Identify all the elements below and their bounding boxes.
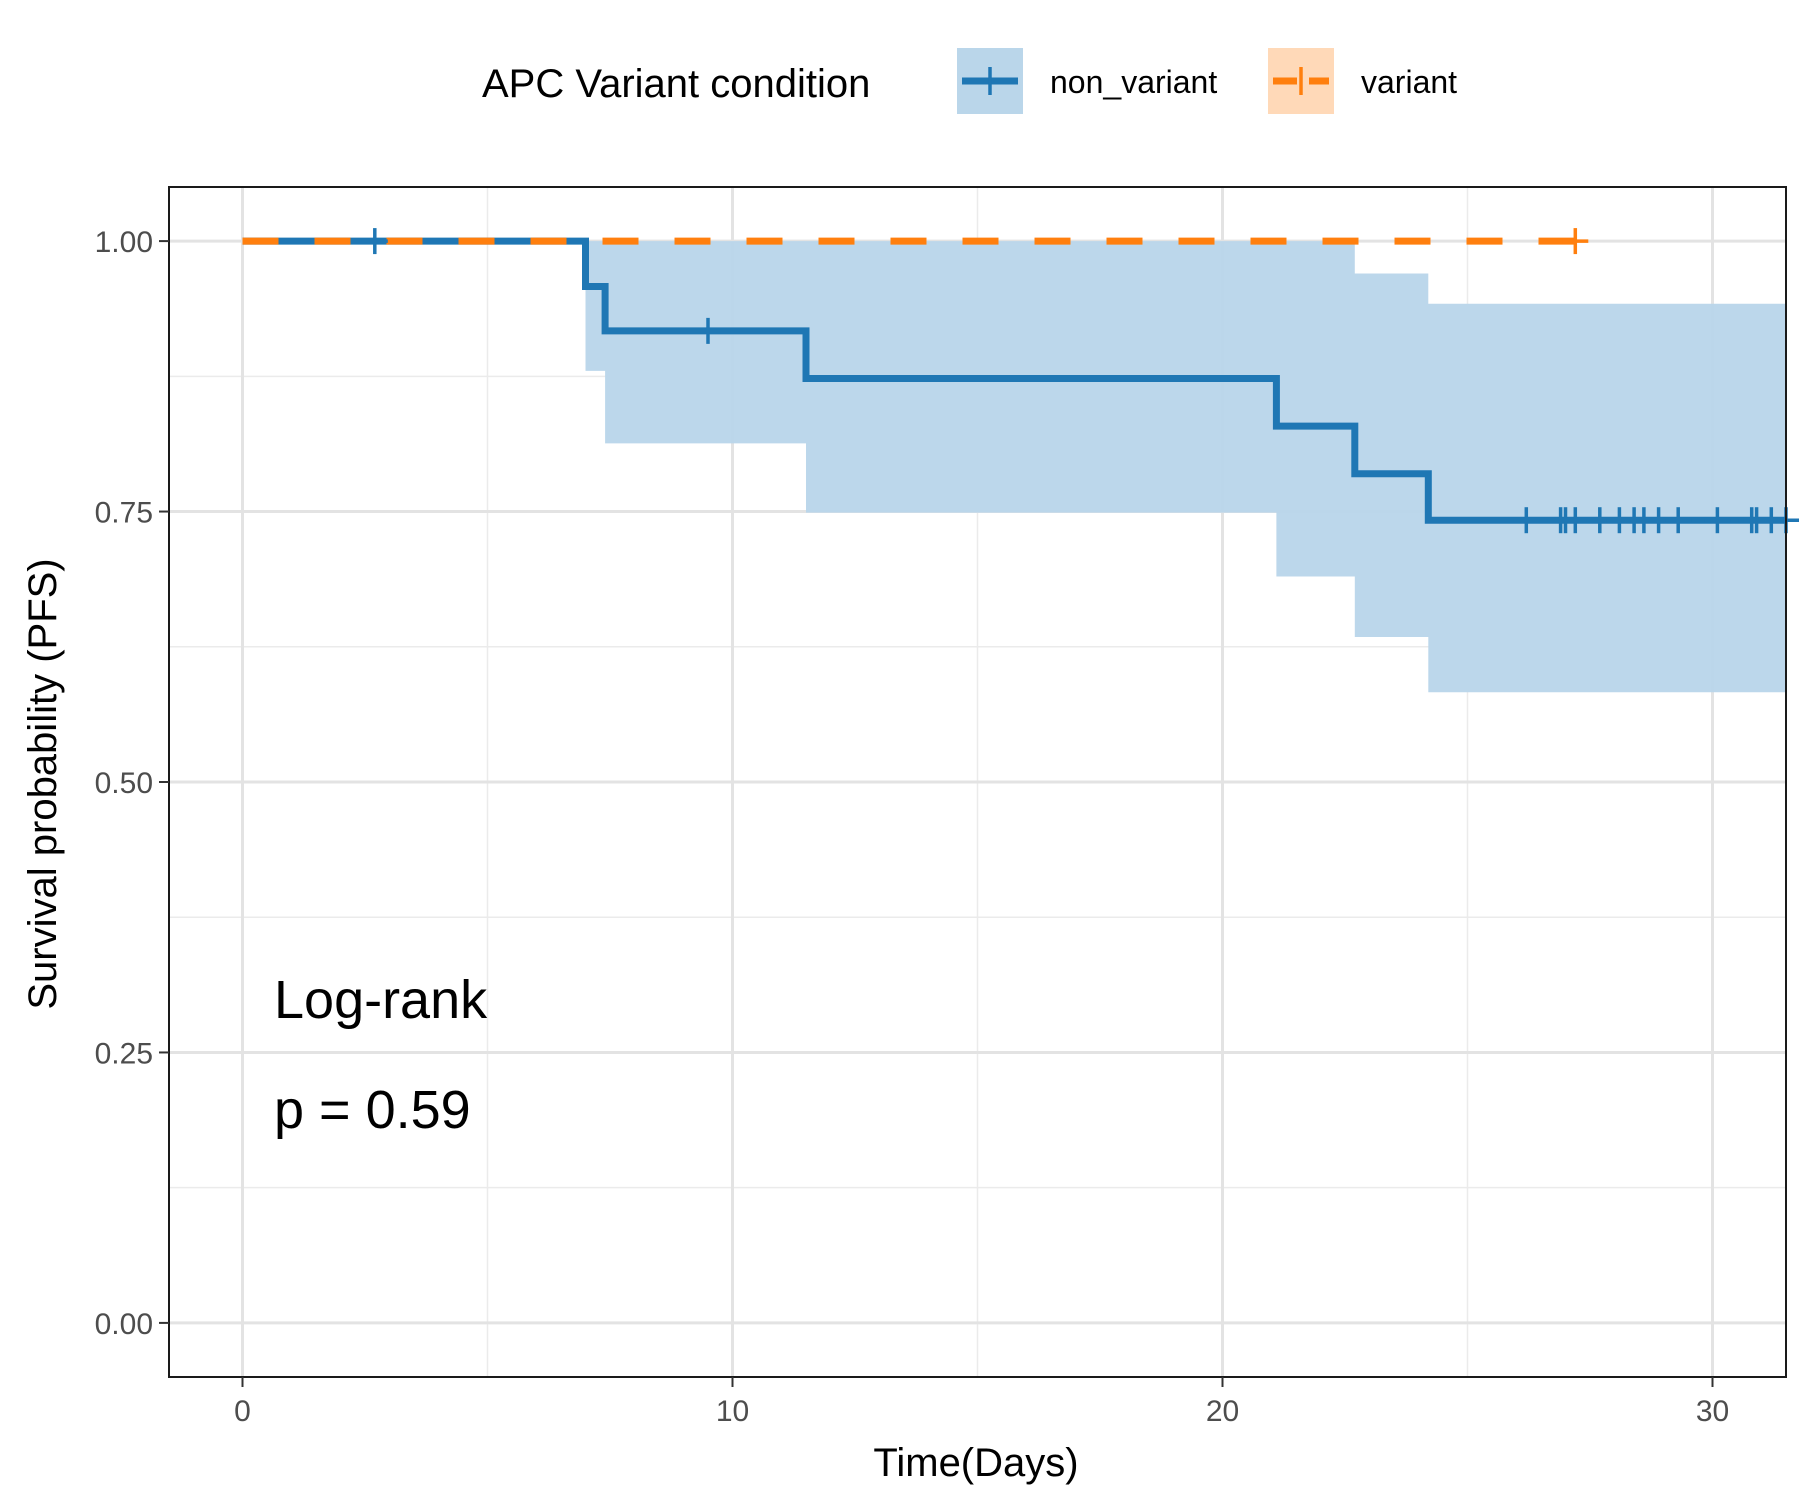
legend: APC Variant condition non_variant variant	[482, 48, 1457, 114]
x-axis: 0 10 20 30	[234, 1377, 1729, 1428]
y-tick-label: 0.50	[95, 767, 153, 800]
y-tick-label: 0.75	[95, 497, 153, 530]
annotation-logrank: Log-rank	[274, 970, 488, 1030]
censor-marks	[361, 228, 1799, 534]
confidence-band-non_variant	[242, 241, 1786, 693]
y-tick-label: 0.00	[95, 1308, 153, 1341]
x-tick-label: 10	[716, 1395, 749, 1428]
legend-label-non_variant: non_variant	[1050, 64, 1217, 100]
y-tick-label: 1.00	[95, 226, 153, 259]
y-axis-label: Survival probability (PFS)	[21, 558, 65, 1009]
y-tick-label: 0.25	[95, 1037, 153, 1070]
x-axis-label: Time(Days)	[873, 1441, 1078, 1485]
survival-curve-non_variant	[242, 237, 1786, 524]
plot-panel	[168, 186, 1799, 1378]
survival-curves	[242, 237, 1786, 524]
legend-entries: non_variant variant	[957, 48, 1457, 114]
x-tick-label: 0	[234, 1395, 251, 1428]
legend-label-variant: variant	[1361, 64, 1457, 100]
x-tick-label: 20	[1206, 1395, 1239, 1428]
y-axis: 0.00 0.25 0.50 0.75 1.00	[95, 226, 169, 1341]
confidence-bands	[242, 241, 1786, 693]
legend-title: APC Variant condition	[482, 62, 870, 106]
x-tick-label: 30	[1696, 1395, 1729, 1428]
annotation-pvalue: p = 0.59	[274, 1080, 471, 1140]
